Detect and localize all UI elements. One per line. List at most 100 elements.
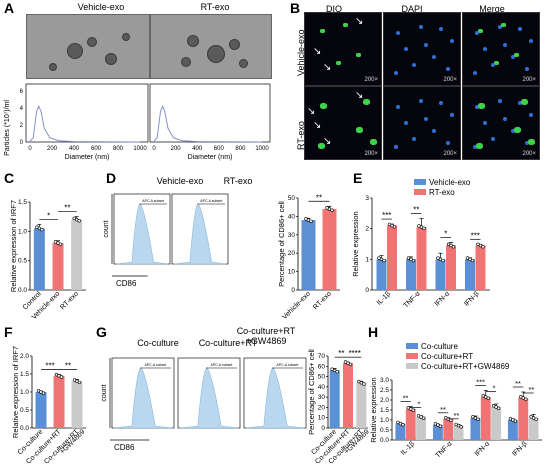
data-point-C (58, 242, 63, 246)
data-point-D (330, 208, 334, 212)
sig-label-F: ** (65, 361, 71, 370)
data-point-H (401, 423, 405, 427)
nta-xtick: 800 (235, 146, 246, 152)
data-point-E (481, 245, 485, 249)
panel-label-f: F (4, 324, 13, 340)
bar-E-0-0 (376, 259, 387, 290)
sig-label-C: ** (64, 204, 70, 213)
bar-G-2 (356, 382, 367, 428)
fluorescence-image-r0-c0: ↘ ↘ ↘ 200× (304, 12, 382, 86)
flow-title-coculture: Co-culture (137, 338, 179, 348)
legend-e-swatch-1 (414, 189, 426, 195)
flow-gate-text-1: APC-A subset (211, 363, 233, 367)
nta-xlabel-0: Diameter (nm) (65, 154, 110, 161)
data-point-F (59, 375, 64, 379)
panel-label-g: G (96, 324, 107, 340)
bar-H-3-2 (528, 418, 539, 440)
y-axis-label-C: Relative expression of IRF7 (9, 200, 18, 292)
fl-title-dapi: DAPI (401, 4, 423, 14)
nta-plots: Particles (*10⁷)/ml 0 2 4 6 0 200 400 600 800 1000… (4, 83, 271, 161)
data-point-E (422, 226, 426, 231)
bar-H-3-0 (507, 420, 518, 440)
bar-H-2-0 (470, 418, 481, 440)
y-tick-label-G: 0 (321, 425, 325, 432)
bar-H-0-1 (405, 409, 416, 440)
nta-curve-1 (153, 105, 263, 143)
legend-h-swatch-0 (406, 343, 418, 349)
sig-label-H: ** (440, 405, 446, 414)
data-point-F (41, 391, 46, 395)
panel-label-d: D (106, 170, 117, 186)
y-tick-label-D: 40 (288, 213, 296, 220)
sig-label-E: * (444, 229, 447, 238)
y-tick-label-G: 50 (318, 374, 326, 381)
arrow-marker: ↘ (355, 90, 364, 101)
flow-plots-g: count CD86 APC-A subset APC-A subset APC-A s… (101, 357, 307, 452)
y-tick-label-G: 30 (318, 394, 326, 401)
y-tick-label-E: 0 (365, 287, 369, 294)
data-point-H (513, 419, 518, 423)
bar-G-0 (329, 370, 340, 428)
y-tick-label-G: 40 (318, 384, 326, 391)
bar-H-1-2 (453, 425, 464, 440)
x-tick-label-E: IFN-α (434, 290, 451, 307)
x-tick-label-E: IL-1β (376, 290, 392, 306)
y-tick-label-G: 10 (318, 415, 326, 422)
flow-title-coculture-rt: Co-culture+RT (198, 338, 258, 348)
sig-label-H: ** (529, 385, 535, 394)
panel-label-e: E (353, 170, 363, 186)
nta-curve-0 (29, 105, 141, 143)
panel-label-b: B (290, 0, 301, 16)
fl-title-merge: Merge (479, 4, 505, 14)
data-point-G (362, 382, 366, 386)
nta-xlabel-1: Diameter (nm) (188, 154, 233, 161)
y-tick-label-H: 3.0 (380, 377, 389, 384)
y-tick-label-F: 1.0 (20, 389, 29, 396)
y-tick-label-F: 1.5 (20, 371, 29, 378)
fluorescence-image-r0-c1: 200× (383, 12, 461, 86)
data-point-H (496, 406, 501, 410)
y-tick-label-E: 1 (365, 256, 369, 263)
arrow-marker: ↘ (313, 46, 322, 57)
fluorescence-image-r1-c1: 200× (383, 86, 461, 160)
nta-ytick: 0 (20, 140, 24, 146)
bar-E-2-1 (446, 245, 456, 290)
bar-D-0 (301, 220, 316, 290)
bar-C-2 (71, 219, 83, 290)
nta-xtick: 0 (152, 146, 156, 152)
bar-F-0 (35, 392, 47, 428)
data-point-F (77, 380, 82, 385)
magnification-label: 200× (364, 77, 378, 83)
nta-ytick: 4 (20, 106, 24, 112)
bar-H-0-0 (395, 423, 406, 440)
sig-label-D: ** (316, 193, 322, 202)
fluorescence-image-r1-c2: 200× (462, 86, 540, 160)
x-tick-label-E: IFN-β (463, 290, 480, 307)
flow-x-label: CD86 (114, 443, 135, 452)
data-point-D (309, 219, 313, 223)
data-point-E (470, 258, 475, 263)
sig-label-G: **** (348, 349, 360, 358)
arrow-marker: ↘ (323, 136, 332, 147)
flow-count-label: count (101, 384, 108, 401)
legend-e-label-1: RT-exo (429, 188, 455, 197)
bar-F-2 (71, 381, 83, 428)
flow-title-coculture-rt-gw: Co-culture+RT +GW4869 (236, 326, 296, 346)
y-axis-label-E: Relative expression (351, 211, 360, 276)
legend-h-label-0: Co-culture (421, 342, 458, 351)
em-title-rt: RT-exo (200, 2, 230, 12)
flow-count-label: count (103, 220, 110, 237)
data-point-H (524, 397, 528, 401)
magnification-label: 200× (443, 151, 457, 157)
fl-title-dio: DIO (325, 4, 342, 14)
data-point-E (392, 225, 397, 229)
y-tick-label-G: 70 (318, 353, 326, 360)
em-title-vehicle: Vehicle-exo (77, 2, 125, 12)
x-tick-label-D: RT-exo (312, 290, 333, 311)
flow-x-label: CD86 (116, 279, 137, 288)
legend-h-label-1: Co-culture+RT (421, 352, 473, 361)
y-tick-label-F: 2.0 (20, 353, 29, 360)
sig-label-H: * (492, 384, 495, 393)
y-tick-label-C: 0.5 (18, 258, 27, 265)
data-point-H (449, 418, 453, 422)
